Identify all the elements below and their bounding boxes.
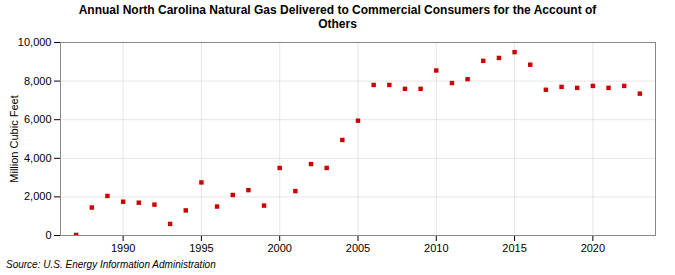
svg-text:0: 0 [45,229,51,241]
svg-text:1995: 1995 [189,242,213,254]
svg-text:1990: 1990 [111,242,135,254]
svg-text:2015: 2015 [502,242,526,254]
svg-text:Million Cubic Feet: Million Cubic Feet [8,95,20,182]
svg-text:4,000: 4,000 [24,152,52,164]
svg-text:8,000: 8,000 [24,74,52,86]
svg-text:10,000: 10,000 [18,36,52,48]
svg-text:2000: 2000 [267,242,291,254]
svg-text:6,000: 6,000 [24,113,52,125]
svg-text:2005: 2005 [346,242,370,254]
svg-text:2,000: 2,000 [24,190,52,202]
svg-text:2020: 2020 [581,242,605,254]
svg-text:2010: 2010 [424,242,448,254]
html-text:Annual North Carolina Natural: Annual North Carolina Natural Gas Delive… [78,3,597,32]
html-text:Source: U.S. Energy Informatio: Source: U.S. Energy Information Administ… [6,258,216,270]
